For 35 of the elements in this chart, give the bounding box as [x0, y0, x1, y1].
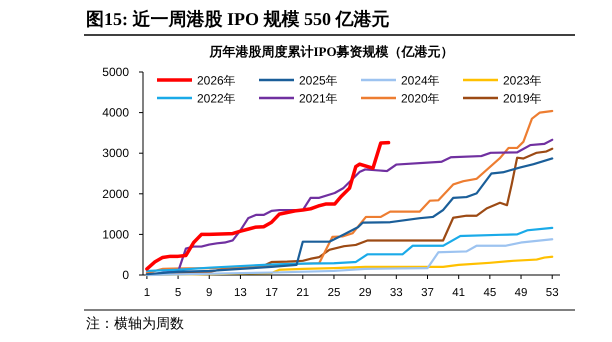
legend-label: 2022年	[197, 92, 236, 106]
x-tick-label: 5	[174, 287, 182, 299]
x-tick-label: 41	[452, 287, 466, 299]
y-tick-label: 2000	[102, 186, 130, 201]
y-tick-label: 0	[122, 268, 130, 282]
legend-label: 2025年	[299, 74, 338, 88]
line-series	[145, 140, 390, 271]
line-series	[146, 110, 554, 274]
y-tick-label: 4000	[102, 106, 130, 120]
x-tick-label: 17	[265, 287, 278, 299]
x-tick-label: 45	[483, 287, 496, 299]
legend-label: 2020年	[401, 92, 440, 106]
x-tick-label: 1	[144, 287, 150, 299]
x-tick-label: 25	[328, 287, 340, 299]
x-tick-label: 49	[514, 287, 528, 299]
x-tick-label: 21	[296, 287, 310, 299]
x-tick-label: 37	[421, 287, 434, 299]
y-tick-label: 3000	[102, 146, 130, 160]
line-series	[146, 226, 554, 272]
line-series	[146, 238, 554, 276]
legend-label: 2026年	[197, 74, 236, 88]
chart-title: 图15: 近一周港股 IPO 规模 550 亿港元	[86, 9, 390, 29]
y-tick-label: 5000	[102, 65, 130, 79]
chart-subtitle: 历年港股周度累计IPO募资规模（亿港元）	[208, 44, 454, 59]
legend-label: 2024年	[401, 74, 440, 88]
x-tick-label: 53	[546, 287, 559, 299]
x-tick-label: 9	[206, 287, 212, 299]
legend-label: 2021年	[299, 92, 338, 106]
legend-label: 2019年	[503, 92, 542, 106]
text: 注：横轴为周数	[86, 316, 184, 332]
y-tick-label: 1000	[102, 227, 130, 242]
x-tick-label: 29	[358, 287, 372, 299]
x-tick-label: 33	[390, 287, 403, 299]
x-tick-label: 13	[234, 287, 247, 299]
legend-label: 2023年	[503, 74, 542, 88]
